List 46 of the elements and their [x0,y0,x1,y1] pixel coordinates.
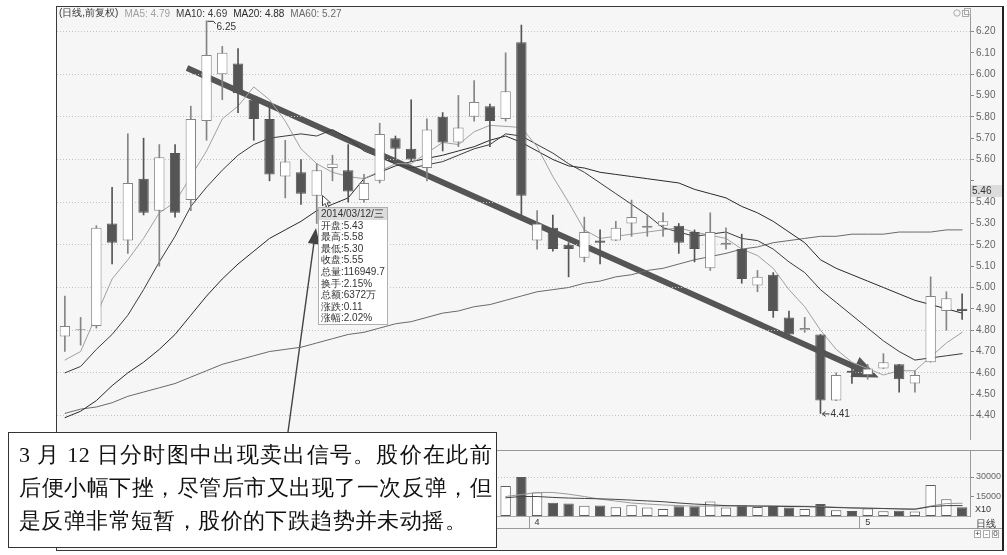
text: 2014/03/12/三 [319,208,387,220]
y-tick-label: 15000 [976,490,1002,501]
y-axis-title: X10 [975,504,992,515]
y-tick-label: 4.60 [976,366,996,378]
text: MA20: 4.88 [233,7,285,19]
annotation: 总量:116949.7 [320,265,386,278]
y-tick-label: 5.10 [976,259,996,271]
annotation: 最低:5.30 [320,242,365,255]
annotation: 开盘:5.43 [320,219,365,231]
y-tick-label: 6.00 [976,67,996,79]
y-tick-label: 5.70 [976,131,996,143]
annotation: 涨跌:0.11 [320,300,364,313]
y-tick-label: 5.40 [976,195,996,207]
y-tick-label: 5.30 [976,217,996,229]
y-tick-label: 4.70 [976,345,996,357]
y-tick-label: 5.20 [976,238,996,250]
chart-title: (日线,前复权) [59,6,119,20]
text: 日线 [976,517,996,531]
x-tick-label: 4 [534,516,540,527]
annotation: 4.41 [830,408,851,420]
annotation: 总额:6372万 [320,289,378,301]
y-tick-label: 4.40 [976,409,996,421]
annotation: 换手:2.15% [320,277,374,289]
y-tick-label: 4.50 [976,387,996,399]
annotation: 3 月 12 日分时图中出现卖出信号。股价在此前后便小幅下挫，尽管后市又出现了一次反弹，但是反弹非常短暂，股价的下跌趋势并未动摇。 [8,432,497,548]
y-tick-label: 6.10 [976,46,996,58]
text: 0 [992,529,999,538]
annotation: 6.25 [216,20,237,32]
annotation: 收盘:5.55 [320,254,365,266]
text: 5.46 [972,184,992,196]
y-tick-label: 5.90 [976,89,996,101]
text: + [974,529,981,538]
x-tick-label: 5 [865,516,871,527]
y-tick-label: 5.60 [976,153,996,165]
y-tick-label: 5.80 [976,110,996,122]
y-tick-label: 5.00 [976,281,996,293]
annotation: 最高:5.58 [320,231,365,243]
text: MA5: 4.79 [124,7,171,19]
text: - [983,529,990,538]
text: MA10: 4.69 [176,7,228,19]
text: MA60: 5.27 [290,7,342,19]
annotation: 涨幅:2.02% [320,312,374,324]
y-tick-label: 6.20 [976,25,996,37]
y-tick-label: 4.90 [976,302,996,314]
y-tick-label: 4.80 [976,323,996,335]
y-tick-label: 30000 [976,471,1002,482]
